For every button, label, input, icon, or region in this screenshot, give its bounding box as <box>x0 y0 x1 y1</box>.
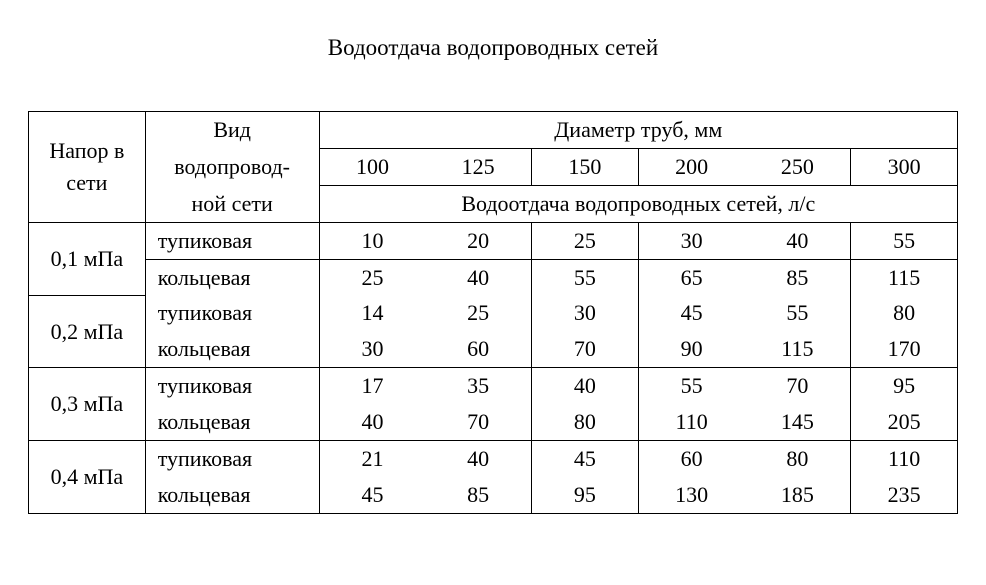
header-type-line1: Вид <box>145 112 319 149</box>
page-title: Водоотдача водопроводных сетей <box>0 35 986 61</box>
cell: 45 <box>638 295 744 331</box>
type-0-1: кольцевая <box>145 259 319 295</box>
cell: 21 <box>319 441 425 477</box>
water-yield-table: Напор в сети Вид Диаметр труб, мм водопр… <box>28 111 958 514</box>
header-pressure: Напор в сети <box>29 112 146 223</box>
cell: 40 <box>425 259 531 295</box>
cell: 90 <box>638 331 744 367</box>
table-row: кольцевая 25 40 55 65 85 115 <box>29 259 958 295</box>
pressure-2: 0,3 мПа <box>29 368 146 441</box>
table-row: 0,2 мПа тупиковая 14 25 30 45 55 80 <box>29 295 958 331</box>
table-row: кольцевая 30 60 70 90 115 170 <box>29 331 958 367</box>
header-type-line3: ной сети <box>145 185 319 222</box>
cell: 45 <box>532 441 639 477</box>
cell: 10 <box>319 222 425 259</box>
cell: 185 <box>745 477 851 513</box>
type-1-1: кольцевая <box>145 331 319 367</box>
cell: 70 <box>532 331 639 367</box>
header-yield-title: Водоотдача водопроводных сетей, л/с <box>319 185 957 222</box>
cell: 80 <box>851 295 958 331</box>
pressure-0: 0,1 мПа <box>29 222 146 295</box>
cell: 110 <box>638 404 744 440</box>
header-diam-3: 200 <box>638 148 744 185</box>
header-diam-4: 250 <box>745 148 851 185</box>
cell: 70 <box>425 404 531 440</box>
type-1-0: тупиковая <box>145 295 319 331</box>
pressure-3: 0,4 мПа <box>29 441 146 514</box>
cell: 115 <box>851 259 958 295</box>
cell: 115 <box>745 331 851 367</box>
cell: 235 <box>851 477 958 513</box>
cell: 55 <box>851 222 958 259</box>
header-diam-1: 125 <box>425 148 531 185</box>
type-2-0: тупиковая <box>145 368 319 404</box>
table-row: кольцевая 45 85 95 130 185 235 <box>29 477 958 513</box>
cell: 55 <box>638 368 744 404</box>
header-diameter-title: Диаметр труб, мм <box>319 112 957 149</box>
cell: 55 <box>745 295 851 331</box>
table-row: 0,1 мПа тупиковая 10 20 25 30 40 55 <box>29 222 958 259</box>
cell: 85 <box>425 477 531 513</box>
type-3-0: тупиковая <box>145 441 319 477</box>
type-0-0: тупиковая <box>145 222 319 259</box>
cell: 130 <box>638 477 744 513</box>
table-row: 0,3 мПа тупиковая 17 35 40 55 70 95 <box>29 368 958 404</box>
cell: 85 <box>745 259 851 295</box>
cell: 45 <box>319 477 425 513</box>
header-diam-0: 100 <box>319 148 425 185</box>
cell: 30 <box>638 222 744 259</box>
header-type-line2: водопровод- <box>145 148 319 185</box>
cell: 95 <box>532 477 639 513</box>
cell: 65 <box>638 259 744 295</box>
cell: 145 <box>745 404 851 440</box>
table-row: 0,4 мПа тупиковая 21 40 45 60 80 110 <box>29 441 958 477</box>
cell: 14 <box>319 295 425 331</box>
cell: 25 <box>319 259 425 295</box>
cell: 70 <box>745 368 851 404</box>
cell: 60 <box>425 331 531 367</box>
type-2-1: кольцевая <box>145 404 319 440</box>
cell: 30 <box>532 295 639 331</box>
header-diam-5: 300 <box>851 148 958 185</box>
cell: 80 <box>745 441 851 477</box>
pressure-1: 0,2 мПа <box>29 295 146 367</box>
cell: 110 <box>851 441 958 477</box>
type-3-1: кольцевая <box>145 477 319 513</box>
cell: 25 <box>425 295 531 331</box>
cell: 35 <box>425 368 531 404</box>
cell: 40 <box>745 222 851 259</box>
cell: 40 <box>532 368 639 404</box>
cell: 17 <box>319 368 425 404</box>
cell: 40 <box>319 404 425 440</box>
table-row: кольцевая 40 70 80 110 145 205 <box>29 404 958 440</box>
cell: 60 <box>638 441 744 477</box>
cell: 25 <box>532 222 639 259</box>
cell: 80 <box>532 404 639 440</box>
cell: 30 <box>319 331 425 367</box>
cell: 95 <box>851 368 958 404</box>
header-diam-2: 150 <box>532 148 639 185</box>
cell: 20 <box>425 222 531 259</box>
cell: 55 <box>532 259 639 295</box>
cell: 170 <box>851 331 958 367</box>
cell: 40 <box>425 441 531 477</box>
cell: 205 <box>851 404 958 440</box>
